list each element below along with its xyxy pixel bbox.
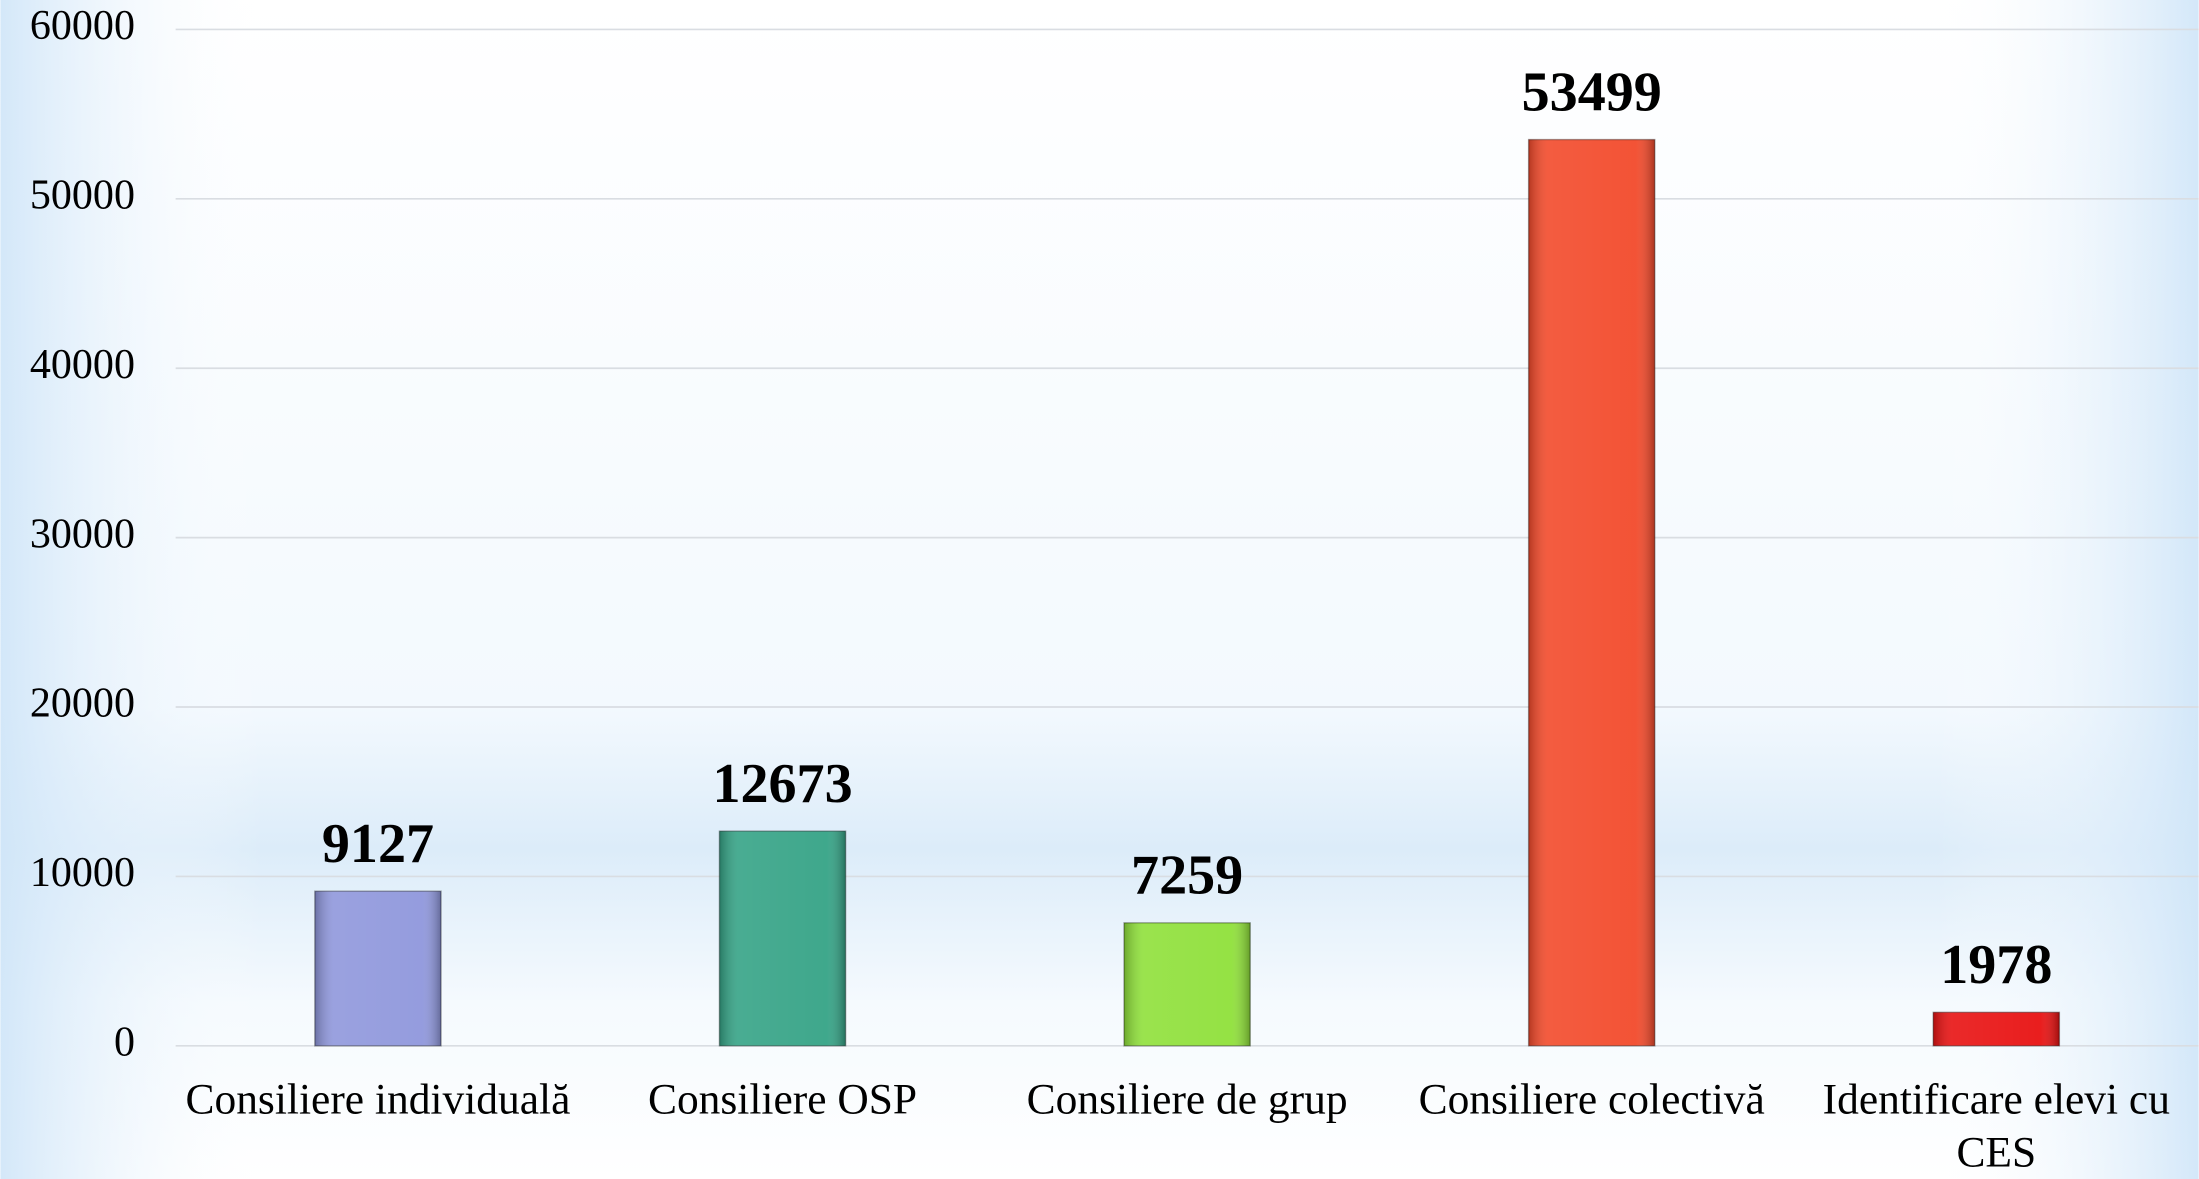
y-tick-label: 20000: [30, 681, 135, 727]
bar-shine: [719, 831, 846, 1046]
value-label: 53499: [1522, 61, 1662, 123]
y-tick-label: 10000: [30, 850, 135, 896]
x-tick-label: Consiliere colectivă: [1419, 1075, 1765, 1123]
value-label: 9127: [322, 813, 434, 875]
value-label: 1978: [1940, 934, 2052, 996]
x-tick-label: Consiliere OSP: [648, 1075, 917, 1123]
value-label: 7259: [1131, 845, 1243, 907]
bar-shine: [314, 891, 442, 1046]
bar-shine: [1124, 922, 1251, 1046]
y-tick-label: 0: [114, 1019, 135, 1065]
bar-shine: [1933, 1012, 2060, 1046]
value-label: 12673: [712, 753, 852, 815]
y-tick-label: 50000: [30, 172, 135, 218]
x-tick-label: Identificare elevi cu CES: [1823, 1075, 2170, 1176]
y-tick-label: 60000: [30, 3, 135, 49]
x-tick-label: Consiliere individuală: [186, 1075, 571, 1123]
bar-shine: [1528, 139, 1655, 1046]
y-tick-label: 30000: [30, 511, 135, 557]
y-tick-label: 40000: [30, 342, 135, 388]
x-tick-label: Consiliere de grup: [1027, 1075, 1348, 1123]
